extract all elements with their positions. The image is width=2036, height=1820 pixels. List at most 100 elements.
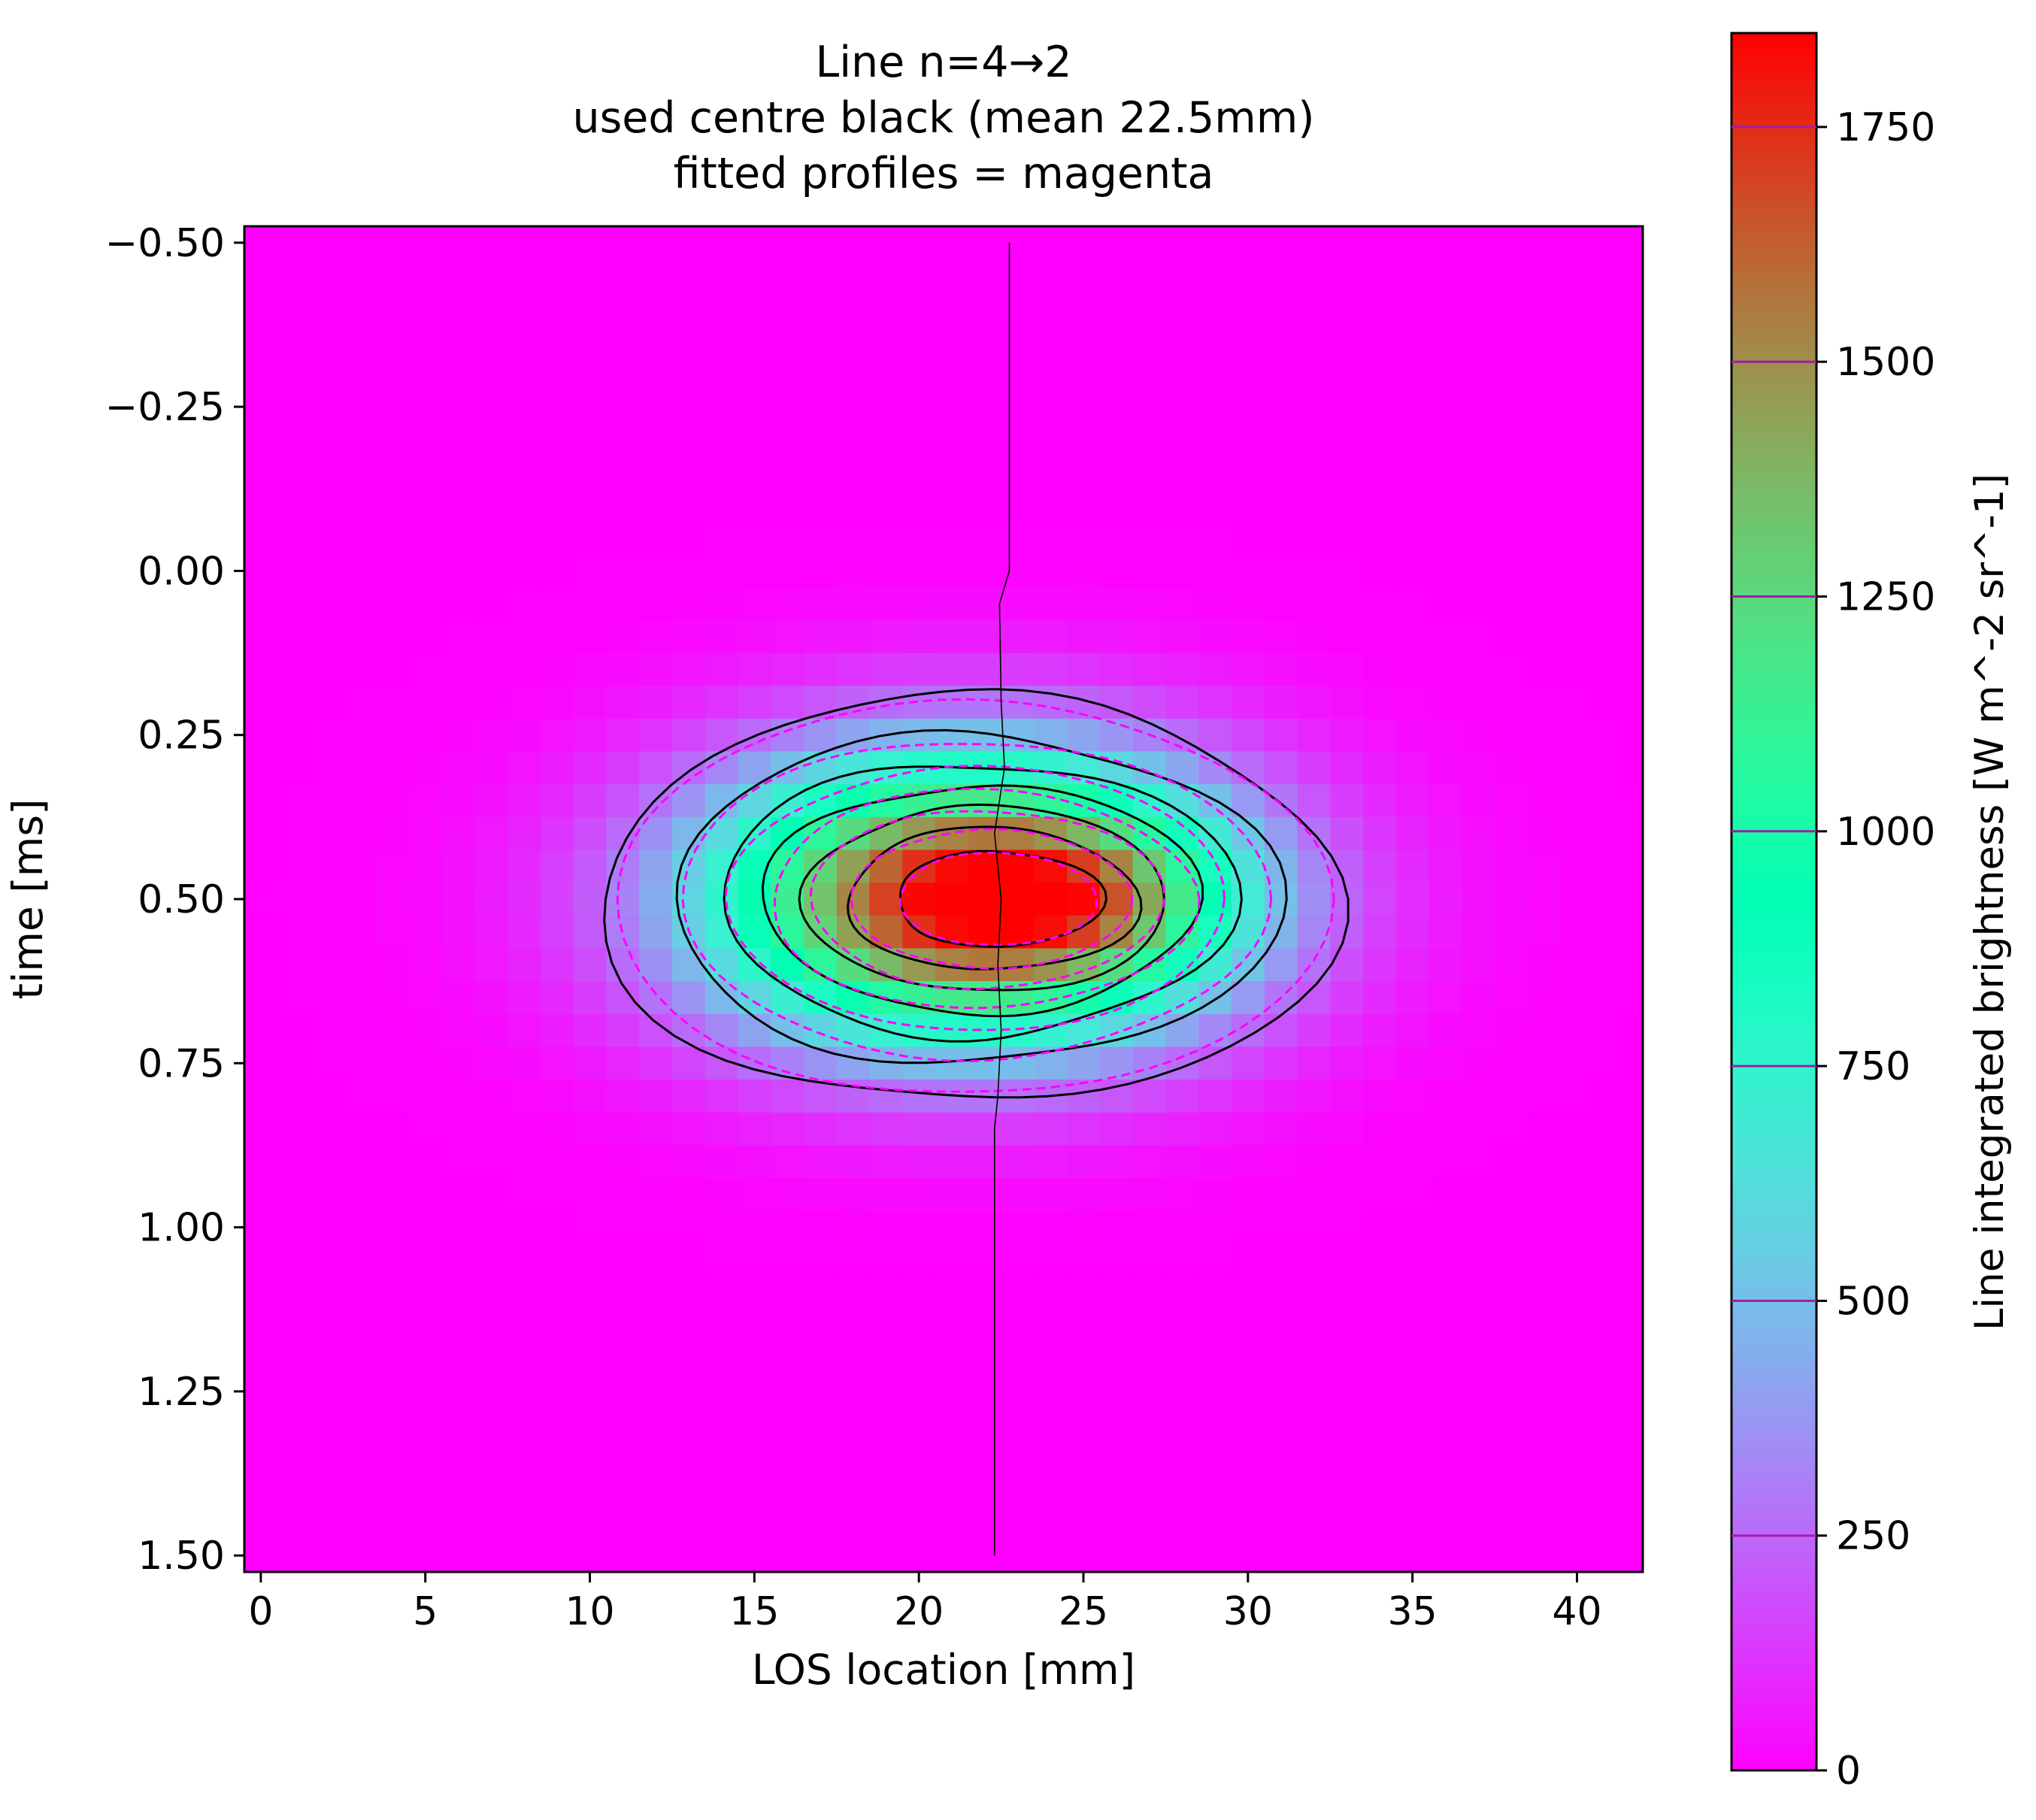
heatmap-cell	[738, 653, 771, 686]
heatmap-cell	[1231, 686, 1265, 719]
heatmap-cell	[836, 456, 871, 489]
heatmap-cell	[1626, 1375, 1643, 1409]
heatmap-cell	[1429, 686, 1462, 719]
heatmap-cell	[639, 849, 673, 883]
heatmap-cell	[310, 1013, 344, 1048]
heatmap-cell	[836, 226, 871, 260]
heatmap-cell	[1462, 948, 1495, 982]
heatmap-cell	[1297, 226, 1331, 260]
heatmap-cell	[1264, 1210, 1298, 1245]
heatmap-cell	[244, 1013, 278, 1048]
heatmap-cell	[1099, 1473, 1134, 1507]
heatmap-cell	[1395, 718, 1430, 753]
heatmap-cell	[771, 1276, 804, 1310]
heatmap-cell	[804, 226, 838, 260]
heatmap-cell	[1429, 1145, 1462, 1179]
heatmap-cell	[1593, 587, 1627, 621]
heatmap-cell	[441, 1342, 475, 1376]
heatmap-cell	[606, 849, 640, 883]
heatmap-cell	[671, 981, 706, 1015]
heatmap-cell	[1099, 390, 1134, 424]
heatmap-cell	[1593, 1506, 1627, 1540]
heatmap-cell	[1165, 686, 1199, 719]
heatmap-cell	[704, 816, 739, 851]
heatmap-cell	[639, 456, 673, 489]
heatmap-cell	[1132, 259, 1167, 292]
heatmap-cell	[244, 816, 278, 851]
heatmap-cell	[1363, 1013, 1397, 1048]
heatmap-cell	[1264, 1178, 1298, 1212]
heatmap-cell	[869, 1145, 903, 1179]
heatmap-cell	[1626, 521, 1643, 556]
heatmap-cell	[1429, 1210, 1462, 1245]
heatmap-cell	[606, 521, 640, 556]
heatmap-cell	[1429, 1440, 1462, 1474]
heatmap-cell	[869, 1178, 903, 1212]
heatmap-cell	[836, 1178, 871, 1212]
heatmap-cell	[902, 1013, 936, 1048]
heatmap-cell	[836, 981, 871, 1015]
heatmap-cell	[441, 1080, 475, 1113]
heatmap-cell	[771, 292, 804, 326]
heatmap-cell	[902, 619, 936, 654]
heatmap-cell	[1165, 324, 1199, 359]
heatmap-cell	[704, 587, 739, 621]
heatmap-cell	[1132, 456, 1167, 489]
heatmap-cell	[310, 1178, 344, 1212]
heatmap-cell	[376, 521, 410, 556]
heatmap-cell	[540, 357, 574, 391]
colorbar-tick-label: 1750	[1836, 105, 1935, 150]
heatmap-cell	[639, 1506, 673, 1540]
heatmap-cell	[573, 1013, 607, 1048]
heatmap-cell	[869, 1243, 903, 1277]
heatmap-cell	[1429, 1046, 1462, 1080]
heatmap-cell	[1099, 653, 1134, 686]
heatmap-cell	[343, 259, 377, 292]
heatmap-cell	[310, 1309, 344, 1343]
heatmap-cell	[671, 1375, 706, 1409]
heatmap-cell	[1165, 1013, 1199, 1048]
heatmap-cell	[1067, 226, 1101, 260]
heatmap-cell	[804, 1013, 838, 1048]
heatmap-cell	[639, 1112, 673, 1146]
heatmap-cell	[1560, 1243, 1594, 1277]
heatmap-cell	[474, 292, 508, 326]
heatmap-cell	[1067, 653, 1101, 686]
heatmap-cell	[277, 1375, 311, 1409]
heatmap-cell	[804, 1145, 838, 1179]
heatmap-cell	[376, 259, 410, 292]
heatmap-cell	[738, 1145, 771, 1179]
heatmap-cell	[869, 619, 903, 654]
heatmap-cell	[935, 456, 969, 489]
heatmap-cell	[704, 489, 739, 522]
heatmap-cell	[376, 948, 410, 982]
heatmap-cell	[573, 1375, 607, 1409]
heatmap-cell	[1495, 981, 1529, 1015]
heatmap-cell	[1527, 915, 1562, 949]
heatmap-cell	[1495, 1539, 1529, 1572]
heatmap-cell	[1495, 718, 1529, 753]
heatmap-cell	[1330, 718, 1364, 753]
heatmap-cell	[836, 292, 871, 326]
heatmap-cell	[1527, 653, 1562, 686]
heatmap-cell	[1495, 587, 1529, 621]
heatmap-cell	[935, 324, 969, 359]
heatmap-cell	[639, 751, 673, 785]
heatmap-cell	[1034, 1506, 1068, 1540]
heatmap-cell	[1330, 226, 1364, 260]
heatmap-cell	[935, 718, 969, 753]
heatmap-cell	[1264, 1407, 1298, 1441]
heatmap-cell	[507, 489, 541, 522]
heatmap-cell	[1099, 718, 1134, 753]
heatmap-cell	[1132, 686, 1167, 719]
heatmap-cell	[1560, 587, 1594, 621]
heatmap-cell	[1165, 1375, 1199, 1409]
heatmap-cell	[408, 1309, 443, 1343]
heatmap-cell	[540, 718, 574, 753]
heatmap-cell	[671, 1276, 706, 1310]
heatmap-cell	[408, 1473, 443, 1507]
heatmap-cell	[1593, 1276, 1627, 1310]
heatmap-cell	[1495, 816, 1529, 851]
heatmap-cell	[376, 554, 410, 588]
heatmap-cell	[1330, 489, 1364, 522]
